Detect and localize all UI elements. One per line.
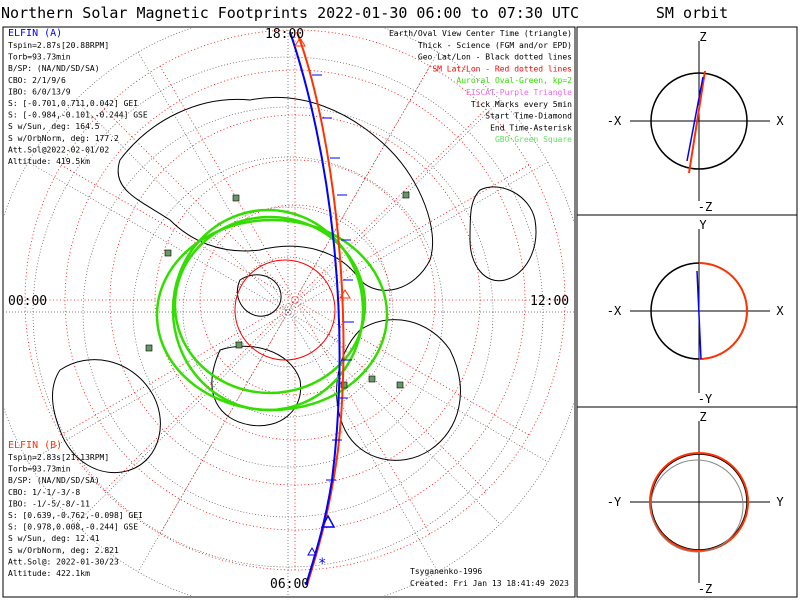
auroral-oval-outer [155,218,389,412]
orbit-axis-label: -X [607,114,622,128]
orbit-track-b [688,70,706,174]
earth-outline [650,72,748,170]
created-timestamp: Created: Fri Jan 13 18:41:49 2023 [410,579,569,588]
auroral-ovals [155,208,389,412]
gbo-station [232,194,240,202]
elfin-b-start-marker [294,37,306,47]
orbit-axis-label: -Z [698,582,712,596]
probe-info-line: Torb=93.73min [8,53,71,62]
orbit-axis-label: -Z [698,200,712,214]
orbit-axis-label: Y [699,218,707,232]
probe-info-line: IBO: 6/0/13/9 [8,87,71,96]
mlt-label-left: 00:00 [8,294,47,309]
probe-info-line: CBO: 2/1/9/6 [8,76,66,85]
plot-title: Northern Solar Magnetic Footprints 2022-… [1,4,579,22]
orbit-axis-label: Z [699,30,706,44]
orbit-axis-label: Y [776,495,784,509]
gbo-station [145,344,153,352]
probe-info-line: CBO: 1/-1/-3/-8 [8,488,80,497]
legend-item: SM Lat/Lon - Red dotted lines [432,64,572,73]
mlt-label-top: 18:00 [265,27,304,42]
gbo-station [368,375,376,383]
probe-info-line: Altitude: 419.5km [8,157,90,166]
legend-item: GBO-Green Square [495,135,572,144]
mlt-label-right: 12:00 [530,294,569,309]
legend-item: Tick Marks every 5min [471,100,572,109]
probe-info-line: S: [0.978,0.008,-0.244] GSE [8,523,138,532]
legend-item: Geo Lat/Lon - Black dotted lines [418,53,572,62]
elfin-a-ticks [312,74,354,481]
orbit-axis-label: -X [607,304,622,318]
orbit-axis-label: -Y [698,392,713,406]
orbit-axis-label: Z [699,410,706,424]
probe-name: ELFIN (A) [8,28,62,39]
map-frame [2,26,576,598]
legend-item: Thick - Science (FGM and/or EPD) [418,41,572,50]
probe-info-line: S w/OrbNorm, deg: 177.2 [8,134,119,143]
gbo-station [402,191,410,199]
probe-info-line: IBO: -1/-5/-8/-11 [8,499,90,508]
probe-info-line: Att.Sol@2022-02-01/02 [8,145,109,154]
orbit-panel: Y -Y -X X [607,218,785,406]
sm-grid [24,29,566,571]
probe-info-line: B/SP: (NA/ND/SD/SA) [8,476,100,485]
legend: Earth/Oval View Center Time (triangle) Th… [389,29,572,144]
coastlines [52,96,537,474]
probe-info-line: S w/Sun, deg: 12.41 [8,534,100,543]
orbit-axis-label: -Y [607,495,622,509]
end-asterisk: * [318,556,326,572]
legend-item: End Time-Asterisk [490,123,572,132]
polar-map: * 18:00 00:00 12:00 06:00 Earth/Oval Vie… [4,27,574,596]
probe-info-line: B/SP: (NA/ND/SD/SA) [8,64,100,73]
orbit-track-a [650,459,744,553]
orbit-panels: Z -Z -X X Y -Y -X X Z -Z -Y Y [607,30,785,596]
orbit-panel: Z -Z -X X [607,30,785,214]
probe-info-line: S w/Sun, deg: 164.5 [8,122,100,131]
probe-info-line: Torb=93.73min [8,465,71,474]
probe-info-line: Att.Sol@: 2022-01-30/23 [8,557,119,566]
gbo-station [164,249,172,257]
orbit-track-a [686,76,704,162]
legend-item: EISCAT-Purple Triangle [466,88,572,97]
gbo-stations [145,191,410,389]
probe-info-line: S: [-0.984,-0.101,-0.244] GSE [8,111,148,120]
probe-info-line: S w/OrbNorm, deg: 2.821 [8,546,119,555]
elfin-a-center-triangle [320,514,336,528]
legend-item: Auroral Oval-Green, kp=2 [456,76,572,85]
probe-info-line: Tspin=2.87s[20.88RPM] [8,41,109,50]
orbit-frame [576,26,798,598]
orbit-track-b [698,262,748,360]
orbit-axis-label: X [776,114,784,128]
probe-info-line: S: [0.639,-0.762,-0.098] GEI [8,511,143,520]
elfin-a-info: ELFIN (A) Tspin=2.87s[20.88RPM] Torb=93.73… [8,28,148,166]
elfin-b-center-triangle [339,289,351,299]
probe-info-line: S: [-0.701,0.711,0.042] GEI [8,99,138,108]
auroral-oval-inner [173,215,367,395]
gbo-station [396,381,404,389]
probe-info-line: Altitude: 422.1km [8,569,90,578]
legend-item: Start Time-Diamond [485,112,572,121]
sm-pole-circle [234,259,336,361]
orbit-title: SM orbit [656,4,728,22]
probe-name: ELFIN (B) [8,440,62,451]
elfin-a-track [289,31,341,586]
orbit-track-a [696,270,702,360]
gbo-station [235,341,243,349]
elfin-b-info: ELFIN (B) Tspin=2.83s[21.13RPM] Torb=93.73… [8,440,143,578]
orbit-track-b [649,452,749,552]
legend-item: Earth/Oval View Center Time (triangle) [389,29,572,38]
elfin-a-marker [307,546,317,556]
orbit-panel: Z -Z -Y Y [607,410,785,596]
probe-info-line: Tspin=2.83s[21.13RPM] [8,453,109,462]
mlt-label-bottom: 06:00 [270,577,309,592]
orbit-axis-label: X [776,304,784,318]
model-credit: Tsyganenko-1996 [410,567,482,576]
